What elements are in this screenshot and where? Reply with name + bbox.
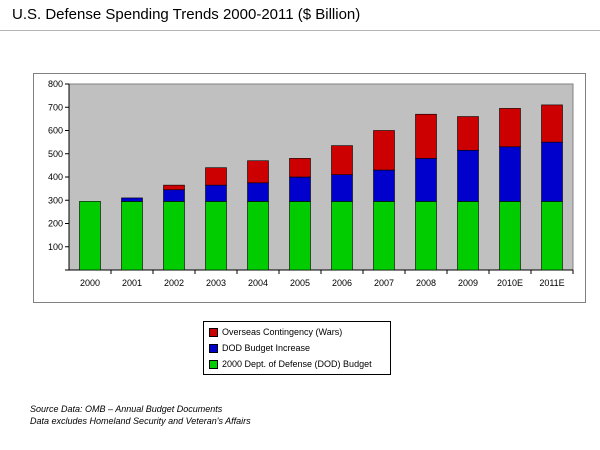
y-tick-label: 800	[48, 79, 63, 89]
bar-segment-base	[121, 201, 143, 271]
bar-segment-wars	[205, 167, 227, 186]
x-tick-label: 2002	[164, 278, 184, 288]
legend-label-wars: Overseas Contingency (Wars)	[222, 327, 343, 337]
y-tick-label: 500	[48, 149, 63, 159]
bar-segment-wars	[415, 113, 437, 159]
bar-segment-wars	[289, 158, 311, 178]
legend-swatch-wars	[209, 327, 218, 337]
bar-segment-increase	[205, 184, 227, 202]
bar-segment-base	[457, 201, 479, 271]
x-tick-label: 2000	[80, 278, 100, 288]
bar-segment-base	[79, 201, 101, 271]
legend-label-increase: DOD Budget Increase	[222, 343, 311, 353]
bar-segment-base	[205, 201, 227, 271]
bar-segment-increase	[415, 158, 437, 202]
bar-segment-increase	[247, 182, 269, 202]
bar-segment-wars	[499, 108, 521, 148]
page-title: U.S. Defense Spending Trends 2000-2011 (…	[12, 6, 361, 23]
bar-segment-increase	[541, 141, 563, 202]
x-tick-label: 2008	[416, 278, 436, 288]
exclusion-footnote: Data excludes Homeland Security and Vete…	[30, 416, 251, 426]
legend-item-increase: DOD Budget Increase	[209, 340, 310, 356]
title-divider	[0, 30, 600, 31]
x-tick-label: 2011E	[539, 278, 564, 288]
legend-item-wars: Overseas Contingency (Wars)	[209, 324, 342, 340]
bar-segment-base	[373, 201, 395, 271]
bar-segment-increase	[121, 197, 143, 202]
bar-segment-base	[499, 201, 521, 271]
bar-segment-wars	[541, 104, 563, 143]
legend-swatch-increase	[209, 343, 218, 353]
y-tick-label: 700	[48, 102, 63, 112]
bar-segment-base	[247, 201, 269, 271]
source-footnote: Source Data: OMB – Annual Budget Documen…	[30, 404, 223, 414]
plot-area	[68, 83, 574, 271]
y-tick-label: 600	[48, 126, 63, 136]
x-tick-label: 2001	[122, 278, 142, 288]
bar-segment-increase	[373, 169, 395, 202]
bar-segment-wars	[331, 145, 353, 175]
bar-segment-wars	[457, 116, 479, 151]
bar-segment-increase	[457, 149, 479, 202]
bar-segment-base	[331, 201, 353, 271]
bar-segment-base	[289, 201, 311, 271]
bar-segment-increase	[331, 174, 353, 202]
y-tick-label: 400	[48, 172, 63, 182]
chart-panel: 100 200 300 400 500 600 700 800 2000 2001 2002 2003…	[33, 73, 586, 303]
x-tick-label: 2006	[332, 278, 352, 288]
legend-label-base: 2000 Dept. of Defense (DOD) Budget	[222, 359, 372, 369]
bar-segment-base	[163, 201, 185, 271]
y-tick-label: 300	[48, 195, 63, 205]
x-tick-label: 2003	[206, 278, 226, 288]
bar-segment-wars	[163, 184, 185, 191]
bar-segment-base	[541, 201, 563, 271]
legend-item-base: 2000 Dept. of Defense (DOD) Budget	[209, 356, 372, 372]
x-tick-label: 2009	[458, 278, 478, 288]
x-tick-label: 2007	[374, 278, 394, 288]
bar-segment-increase	[163, 189, 185, 202]
legend-swatch-base	[209, 359, 218, 369]
y-tick-label: 100	[48, 242, 63, 252]
stacked-bar-chart: 100 200 300 400 500 600 700 800 2000 2001 2002 2003…	[48, 79, 574, 288]
bar-segment-wars	[247, 160, 269, 184]
bar-segment-increase	[499, 146, 521, 202]
x-tick-label: 2010E	[497, 278, 523, 288]
bar-segment-base	[415, 201, 437, 271]
x-tick-label: 2005	[290, 278, 310, 288]
bar-segment-wars	[373, 130, 395, 171]
y-tick-label: 200	[48, 219, 63, 229]
chart-legend: Overseas Contingency (Wars) DOD Budget I…	[203, 321, 391, 375]
bar-segment-increase	[289, 176, 311, 202]
x-tick-label: 2004	[248, 278, 268, 288]
